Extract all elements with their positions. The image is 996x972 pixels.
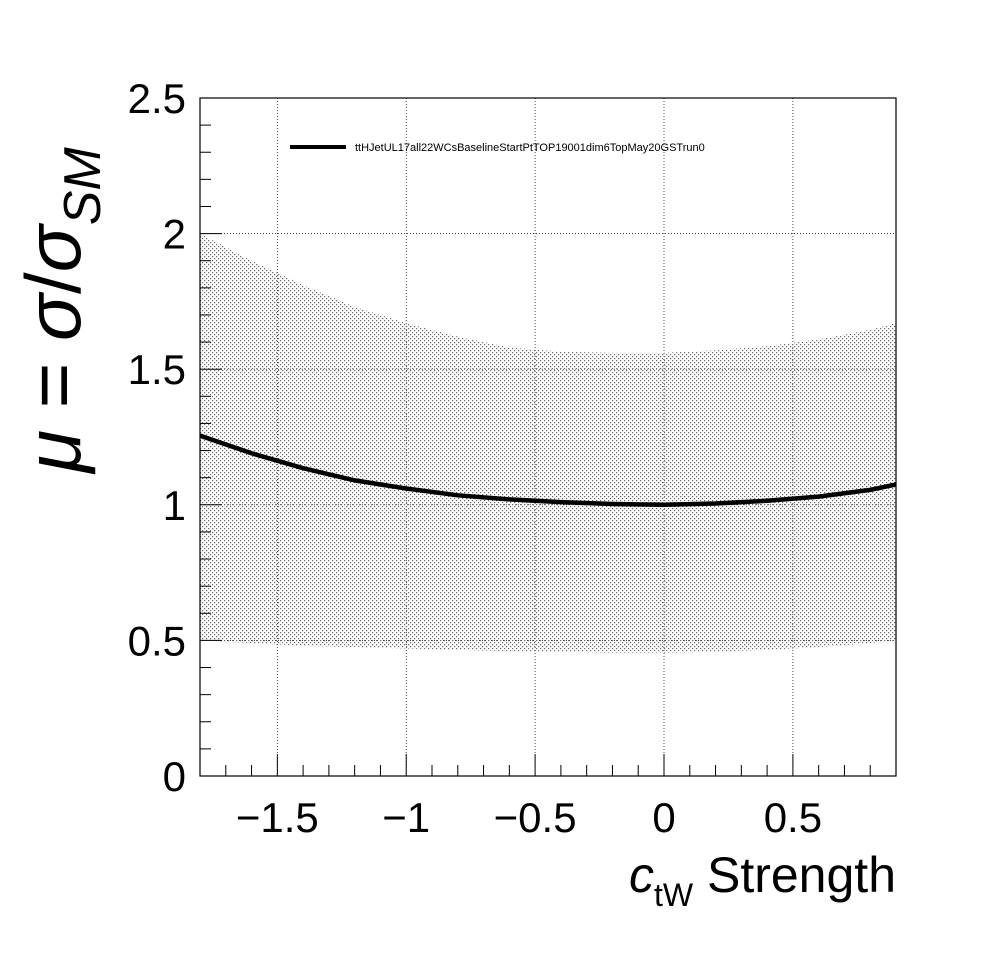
- y-tick-label: 2: [163, 211, 186, 258]
- y-axis-equals: =: [9, 341, 97, 430]
- y-axis-subscript: SM: [54, 147, 112, 226]
- y-tick-label: 1.5: [128, 346, 186, 393]
- x-tick-label: −1.5: [236, 794, 319, 841]
- uncertainty-band-layer: [200, 233, 896, 653]
- plot-frame: [199, 97, 897, 777]
- y-axis-slash: /: [9, 272, 97, 294]
- x-tick-labels: −1.5 −1 −0.5 0 0.5: [236, 794, 822, 841]
- x-tick-label: −1: [382, 794, 430, 841]
- x-axis-symbol: c: [629, 847, 654, 903]
- y-tick-label: 1: [163, 482, 186, 529]
- series-line-layer: [199, 433, 897, 508]
- y-axis-sigma-sm: σ: [9, 222, 97, 272]
- y-axis-sigma: σ: [9, 291, 97, 341]
- y-tick-label: 0.5: [128, 617, 186, 664]
- x-tick-label: 0: [652, 794, 675, 841]
- y-tick-label: 2.5: [128, 75, 186, 122]
- x-tick-label: −0.5: [494, 794, 577, 841]
- y-tick-labels: 0 0.5 1 1.5 2 2.5: [128, 75, 186, 800]
- uncertainty-band: [200, 233, 896, 653]
- x-axis-suffix: Strength: [693, 847, 896, 903]
- legend-entry-label: ttHJetUL17all22WCsBaselineStartPtTOP1900…: [355, 142, 705, 154]
- legend: ttHJetUL17all22WCsBaselineStartPtTOP1900…: [290, 142, 705, 154]
- y-axis-mu: μ: [9, 430, 97, 475]
- axis-ticks: [199, 97, 897, 777]
- x-axis-title: ctW Strength: [629, 847, 896, 913]
- y-tick-label: 0: [163, 753, 186, 800]
- y-axis-title: μ = σ/σSM: [9, 147, 112, 475]
- x-tick-label: 0.5: [764, 794, 822, 841]
- x-axis-subscript: tW: [654, 877, 694, 913]
